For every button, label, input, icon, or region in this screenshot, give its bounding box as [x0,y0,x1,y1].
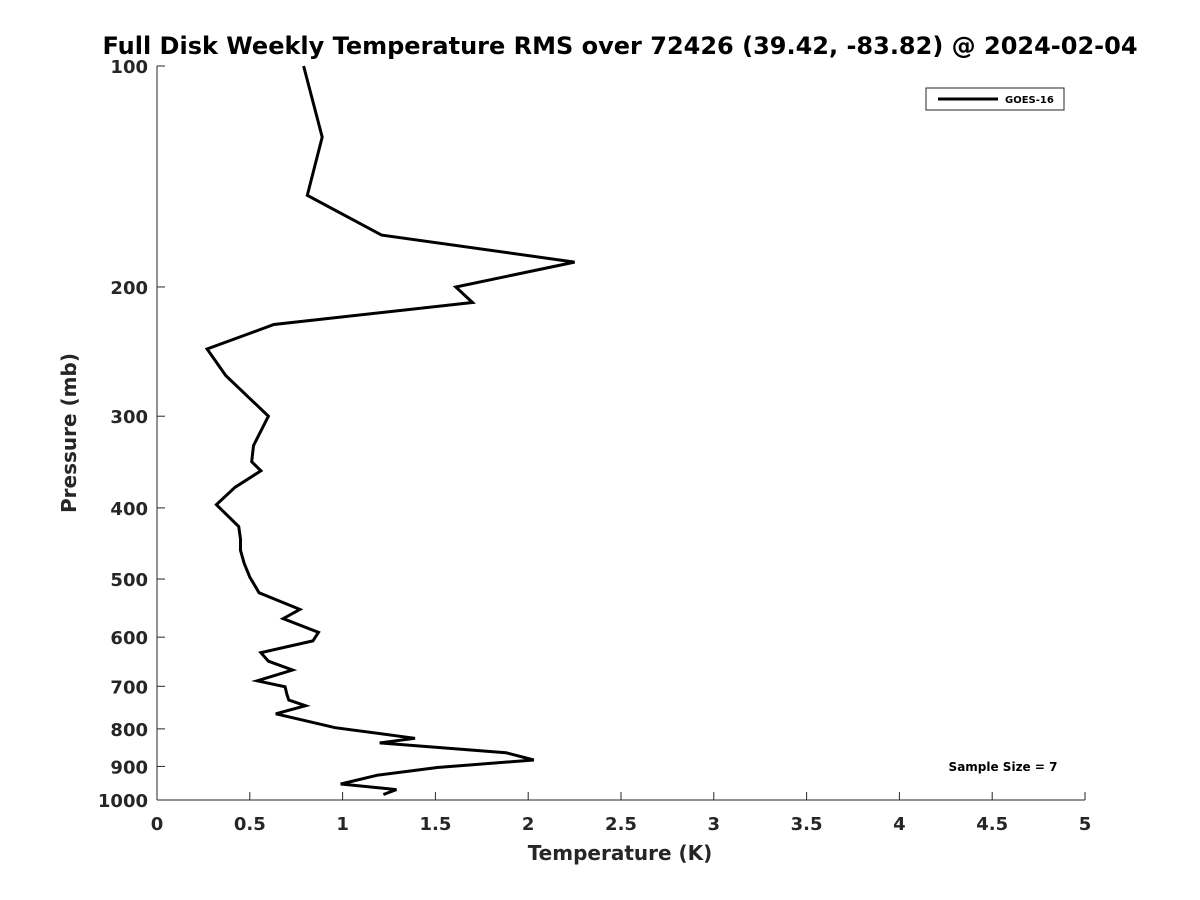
y-axis-ticks: 100 200 300 400 500 600 700 800 900 1000 [98,57,165,812]
x-tick-label: 0 [151,814,164,835]
x-tick-label: 3.5 [791,814,823,835]
series-line-goes-16 [204,65,575,796]
y-tick-label: 100 [110,57,148,78]
series-layer [204,65,575,796]
x-tick-label: 0.5 [234,814,266,835]
y-tick-label: 1000 [98,791,148,812]
x-tick-label: 3 [708,814,721,835]
x-tick-label: 1 [336,814,349,835]
y-tick-label: 300 [110,407,148,428]
x-tick-label: 1.5 [419,814,451,835]
x-tick-label: 4.5 [976,814,1008,835]
x-tick-label: 2.5 [605,814,637,835]
y-tick-label: 200 [110,278,148,299]
x-tick-label: 5 [1079,814,1092,835]
y-tick-label: 500 [110,570,148,591]
x-axis-label: Temperature (K) [528,841,713,865]
y-axis-label: Pressure (mb) [57,353,81,513]
sample-size-annotation: Sample Size = 7 [949,760,1058,774]
y-tick-label: 700 [110,677,148,698]
legend: GOES-16 [925,87,1065,111]
plot-area: 0 0.5 1 1.5 2 2.5 3 3.5 4 4.5 5 100 200 300 400 500 600… [98,57,1091,835]
y-tick-label: 600 [110,628,148,649]
y-tick-label: 900 [110,757,148,778]
x-axis-ticks: 0 0.5 1 1.5 2 2.5 3 3.5 4 4.5 5 [151,792,1092,835]
x-tick-label: 2 [522,814,535,835]
chart-title: Full Disk Weekly Temperature RMS over 72… [102,32,1137,60]
y-tick-label: 400 [110,499,148,520]
legend-label-goes-16: GOES-16 [1005,95,1054,106]
y-tick-label: 800 [110,720,148,741]
x-tick-label: 4 [893,814,906,835]
